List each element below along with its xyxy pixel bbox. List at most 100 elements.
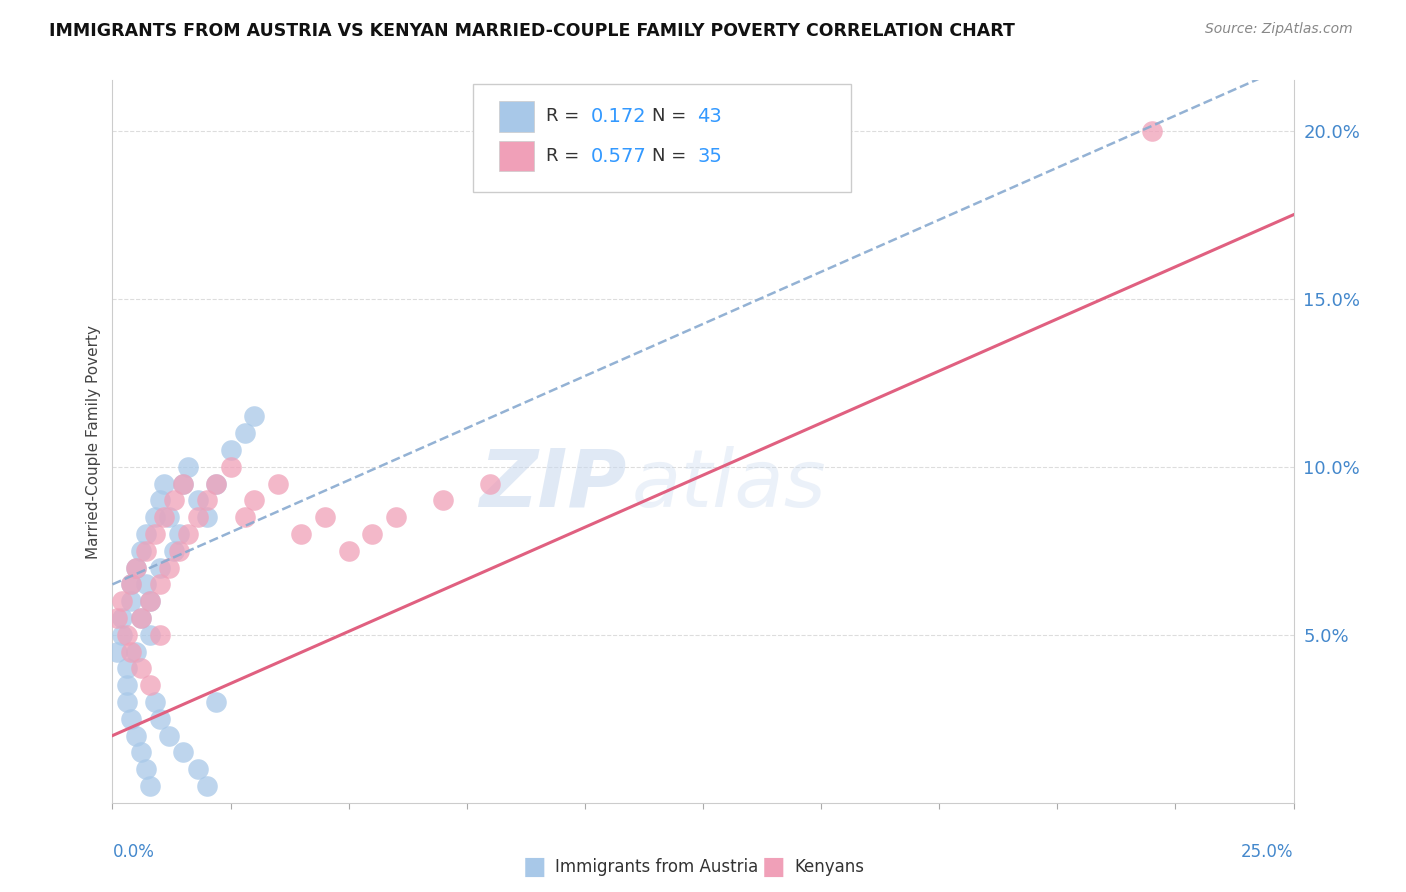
Point <box>135 543 157 558</box>
Text: atlas: atlas <box>633 446 827 524</box>
Point <box>129 661 152 675</box>
Point <box>120 577 142 591</box>
FancyBboxPatch shape <box>472 84 851 193</box>
Point <box>267 476 290 491</box>
Point <box>111 628 134 642</box>
Y-axis label: Married-Couple Family Poverty: Married-Couple Family Poverty <box>86 325 101 558</box>
Point <box>195 779 218 793</box>
FancyBboxPatch shape <box>499 101 534 132</box>
Point <box>135 577 157 591</box>
Point <box>337 543 360 558</box>
Point <box>125 560 148 574</box>
FancyBboxPatch shape <box>499 141 534 171</box>
Point <box>1140 124 1163 138</box>
Point <box>172 476 194 491</box>
Point <box>149 577 172 591</box>
Point <box>120 712 142 726</box>
Point <box>172 745 194 759</box>
Point <box>139 779 162 793</box>
Point <box>219 459 242 474</box>
Point <box>129 745 152 759</box>
Text: N =: N = <box>652 107 692 126</box>
Point <box>177 527 200 541</box>
Text: ■: ■ <box>762 855 785 879</box>
Text: 0.172: 0.172 <box>591 107 647 126</box>
Point <box>143 695 166 709</box>
Text: ■: ■ <box>523 855 546 879</box>
Point <box>125 729 148 743</box>
Point <box>177 459 200 474</box>
Text: R =: R = <box>546 147 585 165</box>
Point <box>153 476 176 491</box>
Point <box>186 493 208 508</box>
Point <box>157 729 180 743</box>
Point <box>115 678 138 692</box>
Point <box>361 527 384 541</box>
Point <box>205 695 228 709</box>
Point <box>167 527 190 541</box>
Text: 43: 43 <box>697 107 721 126</box>
Point <box>129 611 152 625</box>
Text: Source: ZipAtlas.com: Source: ZipAtlas.com <box>1205 22 1353 37</box>
Point <box>157 560 180 574</box>
Point <box>135 762 157 776</box>
Point <box>149 560 172 574</box>
Point <box>120 644 142 658</box>
Point <box>143 510 166 524</box>
Point <box>139 678 162 692</box>
Point <box>135 527 157 541</box>
Text: Immigrants from Austria: Immigrants from Austria <box>555 858 759 876</box>
Point <box>153 510 176 524</box>
Text: 0.577: 0.577 <box>591 146 647 166</box>
Point <box>479 476 502 491</box>
Point <box>105 611 128 625</box>
Point <box>105 644 128 658</box>
Point <box>143 527 166 541</box>
Point <box>219 442 242 457</box>
Point <box>125 560 148 574</box>
Point <box>385 510 408 524</box>
Point <box>111 594 134 608</box>
Text: Kenyans: Kenyans <box>794 858 865 876</box>
Point <box>186 762 208 776</box>
Point <box>139 628 162 642</box>
Point <box>243 493 266 508</box>
Point <box>111 611 134 625</box>
Point <box>149 712 172 726</box>
Point <box>139 594 162 608</box>
Point <box>115 628 138 642</box>
Point <box>163 543 186 558</box>
Point <box>233 426 256 441</box>
Point <box>172 476 194 491</box>
Point <box>125 644 148 658</box>
Text: 25.0%: 25.0% <box>1241 843 1294 861</box>
Point <box>243 409 266 424</box>
Point <box>139 594 162 608</box>
Point <box>290 527 312 541</box>
Point <box>129 611 152 625</box>
Point <box>149 628 172 642</box>
Point <box>149 493 172 508</box>
Point <box>120 577 142 591</box>
Point <box>167 543 190 558</box>
Point <box>115 695 138 709</box>
Point <box>186 510 208 524</box>
Point <box>157 510 180 524</box>
Point <box>205 476 228 491</box>
Point <box>163 493 186 508</box>
Text: ZIP: ZIP <box>479 446 626 524</box>
Text: 35: 35 <box>697 146 721 166</box>
Point <box>314 510 336 524</box>
Point <box>233 510 256 524</box>
Point <box>115 661 138 675</box>
Text: R =: R = <box>546 107 585 126</box>
Point <box>432 493 454 508</box>
Point <box>129 543 152 558</box>
Text: N =: N = <box>652 147 692 165</box>
Point <box>205 476 228 491</box>
Text: IMMIGRANTS FROM AUSTRIA VS KENYAN MARRIED-COUPLE FAMILY POVERTY CORRELATION CHAR: IMMIGRANTS FROM AUSTRIA VS KENYAN MARRIE… <box>49 22 1015 40</box>
Point <box>195 510 218 524</box>
Point <box>195 493 218 508</box>
Point <box>120 594 142 608</box>
Text: 0.0%: 0.0% <box>112 843 155 861</box>
